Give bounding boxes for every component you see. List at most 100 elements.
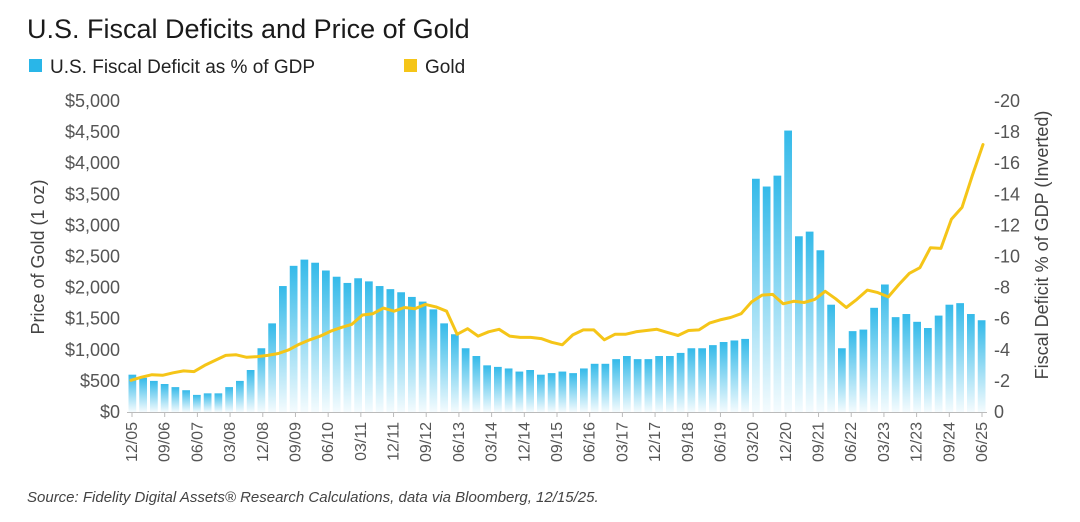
right-tick-label: -8 [994,278,1010,298]
gold-point [898,283,900,286]
deficit-bar [644,359,653,412]
deficit-bar [956,303,964,412]
deficit-bar [848,331,857,412]
deficit-bar [601,363,610,412]
deficit-bar [666,356,674,412]
left-tick-label: $4,000 [65,153,120,173]
gold-point [530,336,532,338]
left-axis-ticks: $0 $500 $1,000 $1,500 $2,000 $2,500 $3,000 $3,5… [65,91,120,422]
deficit-bar [698,348,706,412]
gold-point [698,329,700,331]
left-tick-label: $0 [100,402,120,422]
gold-point [393,310,395,312]
gold-point [172,372,174,374]
x-tick-label: 09/09 [287,422,304,462]
deficit-bar [773,175,782,412]
x-tick-label: 12/20 [778,422,795,462]
legend-deficit-label: U.S. Fiscal Deficit as % of GDP [50,57,315,78]
deficit-bar [977,320,986,412]
deficit-bar [128,374,137,412]
gold-point [593,329,595,331]
gold-point [246,356,248,358]
right-tick-label: -20 [994,91,1020,111]
deficit-bar [623,356,631,412]
deficit-bar [461,348,470,412]
gold-point [372,313,374,315]
gold-point [561,344,563,346]
gold-point [708,322,711,324]
left-tick-label: $500 [80,371,120,391]
deficit-bar [838,348,846,412]
gold-point [730,316,732,319]
right-tick-label: -18 [994,122,1020,142]
x-tick-label: 06/07 [189,422,206,462]
gold-point [772,293,774,295]
gold-point [582,329,584,331]
deficit-bar [386,289,395,412]
deficit-bar [160,384,169,412]
gold-point [403,306,406,309]
gold-point [319,335,321,337]
gold-point [677,334,679,337]
deficit-bar [343,282,352,412]
x-tick-label: 06/16 [582,422,599,462]
deficit-bar [257,348,266,412]
left-tick-label: $3,000 [65,215,120,235]
x-tick-label: 03/20 [745,422,762,462]
gold-point [477,335,479,337]
deficit-bar [709,345,717,412]
right-tick-label: -6 [994,309,1010,329]
gold-point [666,331,669,333]
deficit-bar [440,323,448,412]
deficit-bar [397,292,405,412]
deficit-bar [934,315,943,412]
deficit-bar [354,278,362,412]
x-axis-ticks: 12/05 09/06 06/07 03/08 12/08 09/09 06/10 03/11… [124,412,991,462]
deficit-bar [236,380,244,412]
gold-point [635,331,637,333]
deficit-bar [924,328,932,412]
gold-point [824,290,826,292]
deficit-bar [676,352,685,412]
deficit-bar [891,317,900,412]
x-tick-label: 03/11 [353,422,370,461]
gold-point [330,330,332,332]
x-tick-label: 12/17 [647,422,664,462]
gold-point [130,379,132,381]
gold-point [908,272,911,274]
gold-point [645,329,648,332]
deficit-bar [859,329,868,412]
deficit-bar [719,342,728,412]
gold-point [793,300,795,302]
right-tick-label: -16 [994,153,1020,173]
gold-point [782,303,784,305]
deficit-bar [741,338,749,412]
gold-point [340,326,342,328]
gold-point [761,294,763,296]
deficit-bar [752,178,760,412]
gold-point [267,354,269,356]
deficit-bar [795,236,803,412]
deficit-bar [913,321,921,412]
gold-point [435,306,437,308]
deficit-bar [150,380,158,412]
x-tick-label: 12/05 [124,422,141,462]
x-tick-label: 06/22 [843,422,860,462]
gold-line [129,143,985,382]
left-tick-label: $5,000 [65,91,120,111]
deficit-bar [418,301,427,412]
right-tick-label: -10 [994,247,1020,267]
right-tick-label: -2 [994,371,1010,391]
gold-point [603,339,605,341]
deficit-bar [494,366,502,412]
gold-point [361,314,363,316]
deficit-bar [279,286,287,412]
source-note: Source: Fidelity Digital Assets® Researc… [27,489,599,506]
gold-point [193,371,195,373]
deficit-bar [289,265,298,412]
gold-point [456,333,458,335]
x-tick-label: 09/12 [418,422,435,462]
legend-deficit-swatch [29,59,42,72]
left-tick-label: $1,500 [65,309,120,329]
